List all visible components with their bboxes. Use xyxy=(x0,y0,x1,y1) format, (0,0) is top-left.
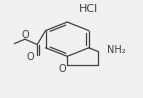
Text: NH₂: NH₂ xyxy=(107,45,125,55)
Text: O: O xyxy=(27,52,35,62)
Text: O: O xyxy=(58,64,66,74)
Text: HCl: HCl xyxy=(79,4,98,14)
Text: O: O xyxy=(21,30,29,40)
